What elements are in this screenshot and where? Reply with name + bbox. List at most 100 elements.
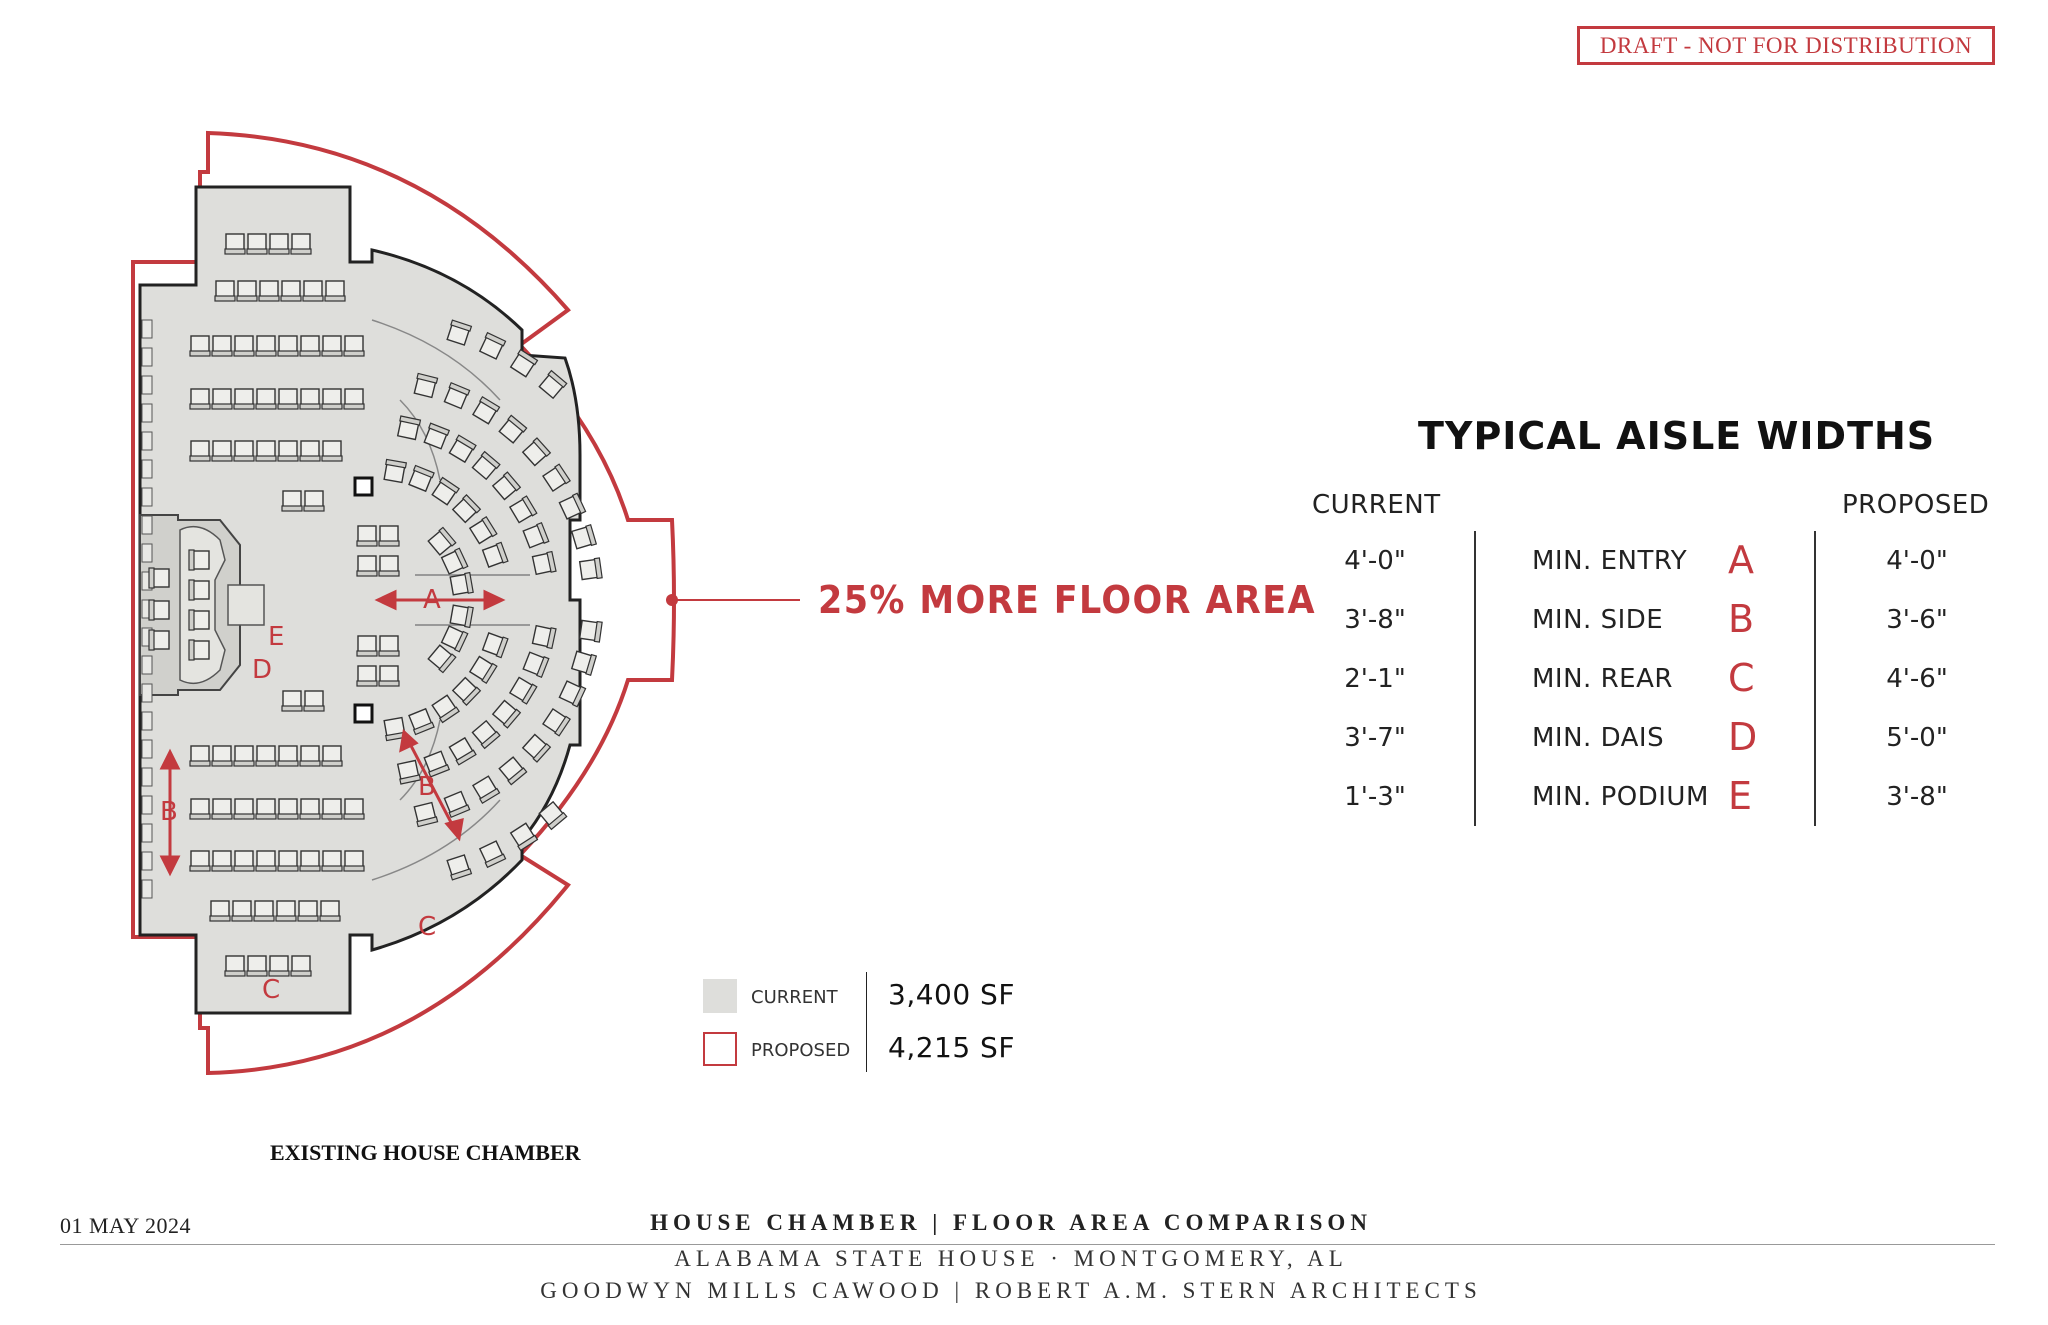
seat	[148, 599, 170, 621]
seat	[471, 450, 501, 481]
seat	[321, 335, 343, 357]
seat	[356, 555, 378, 577]
proposed-width: 5'-0"	[1886, 723, 1948, 753]
sheet-title: HOUSE CHAMBER | FLOOR AREA COMPARISON	[650, 1210, 1372, 1235]
seat	[570, 650, 598, 676]
seat	[246, 955, 268, 977]
seat	[188, 639, 210, 661]
seat	[299, 850, 321, 872]
seat	[423, 422, 451, 450]
aisle-row: 2'-1" MIN. REAR C 4'-6"	[0, 656, 2048, 704]
seat	[255, 850, 277, 872]
seat	[189, 850, 211, 872]
aisle-key: A	[1728, 538, 1754, 582]
seat	[356, 525, 378, 547]
aisle-row: 3'-8" MIN. SIDE B 3'-6"	[0, 597, 2048, 645]
seat	[321, 745, 343, 767]
seat	[408, 464, 435, 493]
seat	[302, 280, 324, 302]
seat	[446, 319, 473, 346]
seat	[443, 790, 471, 819]
seat	[521, 733, 552, 763]
seat	[321, 798, 343, 820]
seat	[448, 736, 477, 766]
seat	[356, 635, 378, 657]
seat	[431, 694, 460, 724]
seat	[246, 233, 268, 255]
seat	[277, 745, 299, 767]
seat	[277, 335, 299, 357]
floor-plan: A B B C C D E	[131, 130, 800, 1076]
mark-b-left: B	[160, 797, 178, 827]
seat	[188, 609, 210, 631]
mark-c-bottom: C	[262, 975, 280, 1005]
mark-a: A	[423, 585, 441, 615]
proposed-outline	[131, 130, 676, 1076]
seat	[451, 494, 482, 524]
seat	[299, 745, 321, 767]
seat	[570, 524, 598, 550]
aisle-row: 3'-7" MIN. DAIS D 5'-0"	[0, 715, 2048, 763]
seat	[277, 388, 299, 410]
seat	[148, 567, 170, 589]
seat	[290, 233, 312, 255]
seat	[478, 331, 507, 360]
seat	[211, 335, 233, 357]
seat	[233, 388, 255, 410]
proposed-width: 3'-8"	[1886, 782, 1948, 812]
project-location: ALABAMA STATE HOUSE · MONTGOMERY, AL	[674, 1246, 1348, 1271]
callout-dot	[666, 594, 678, 606]
seat	[299, 440, 321, 462]
seat	[471, 396, 501, 425]
proposed-swatch	[703, 1032, 737, 1066]
table-divider-right	[1814, 531, 1816, 826]
seat	[481, 632, 509, 659]
seat	[255, 745, 277, 767]
seat	[396, 759, 422, 785]
aisle-widths-title: TYPICAL AISLE WIDTHS	[1418, 414, 1936, 458]
seat	[538, 369, 568, 400]
current-width: 2'-1"	[1344, 664, 1406, 694]
architect-credits: GOODWYN MILLS CAWOOD | ROBERT A.M. STERN…	[540, 1278, 1482, 1303]
seat	[214, 280, 236, 302]
seat	[542, 707, 571, 737]
seat	[468, 655, 498, 685]
aisle-label: MIN. ENTRY	[1532, 546, 1688, 576]
seat	[413, 801, 439, 828]
seat	[303, 490, 325, 512]
seat	[211, 850, 233, 872]
seat	[188, 579, 210, 601]
seat	[224, 955, 246, 977]
footer-rule	[60, 1244, 1995, 1245]
aisle-key: D	[1728, 715, 1758, 759]
seat	[253, 900, 275, 922]
seat	[319, 900, 341, 922]
aisle-row: 1'-3" MIN. PODIUM E 3'-8"	[0, 774, 2048, 822]
seat	[189, 440, 211, 462]
seat	[431, 476, 460, 506]
legend-proposed-label: PROPOSED	[751, 1040, 851, 1061]
seat	[471, 719, 501, 750]
seat	[299, 798, 321, 820]
seat	[233, 335, 255, 357]
legend-divider	[866, 972, 867, 1072]
seat	[449, 604, 474, 629]
seat	[440, 547, 469, 575]
seat	[396, 415, 422, 441]
seat	[189, 745, 211, 767]
seat	[277, 798, 299, 820]
seat	[343, 335, 365, 357]
seat	[356, 665, 378, 687]
seat	[413, 372, 439, 399]
seat	[233, 850, 255, 872]
seat	[281, 690, 303, 712]
seat	[255, 388, 277, 410]
seat	[498, 756, 528, 786]
seat	[209, 900, 231, 922]
seat	[281, 490, 303, 512]
floor-area-callout: 25% MORE FLOOR AREA	[818, 578, 1316, 622]
proposed-width: 4'-6"	[1886, 664, 1948, 694]
current-column-header: CURRENT	[1312, 490, 1441, 520]
seat	[508, 676, 538, 705]
seat	[542, 463, 571, 493]
